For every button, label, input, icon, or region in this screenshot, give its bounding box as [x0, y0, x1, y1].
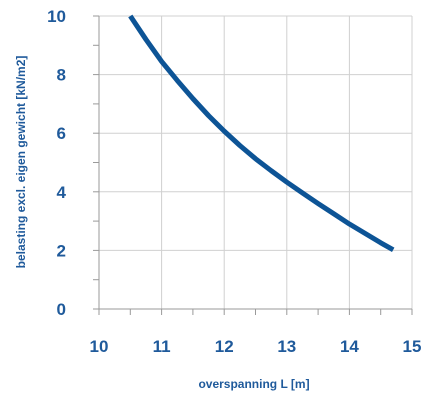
y-tick-label: 2	[57, 241, 66, 260]
y-tick-label: 10	[47, 7, 66, 26]
grid	[99, 15, 413, 309]
x-tick-label: 15	[403, 337, 422, 356]
x-tick-label: 10	[90, 337, 109, 356]
x-tick-label: 11	[153, 337, 171, 356]
y-tick-label: 0	[57, 300, 66, 319]
x-tick-label: 13	[277, 337, 296, 356]
x-axis-title: overspanning L [m]	[198, 377, 309, 391]
x-tick-label: 12	[215, 337, 234, 356]
axes	[93, 15, 413, 315]
x-tick-labels: 10 11 12 13 14 15	[90, 337, 422, 356]
plot-area	[99, 16, 412, 309]
series	[128, 14, 395, 252]
y-tick-label: 8	[57, 66, 66, 85]
series-line	[128, 14, 395, 252]
x-tick-label: 14	[340, 337, 359, 356]
y-tick-label: 4	[57, 183, 67, 202]
y-tick-labels: 0 2 4 6 8 10	[47, 7, 66, 319]
y-axis-title: belasting excl. eigen gewicht [kN/m2]	[14, 56, 28, 269]
y-tick-label: 6	[57, 124, 66, 143]
